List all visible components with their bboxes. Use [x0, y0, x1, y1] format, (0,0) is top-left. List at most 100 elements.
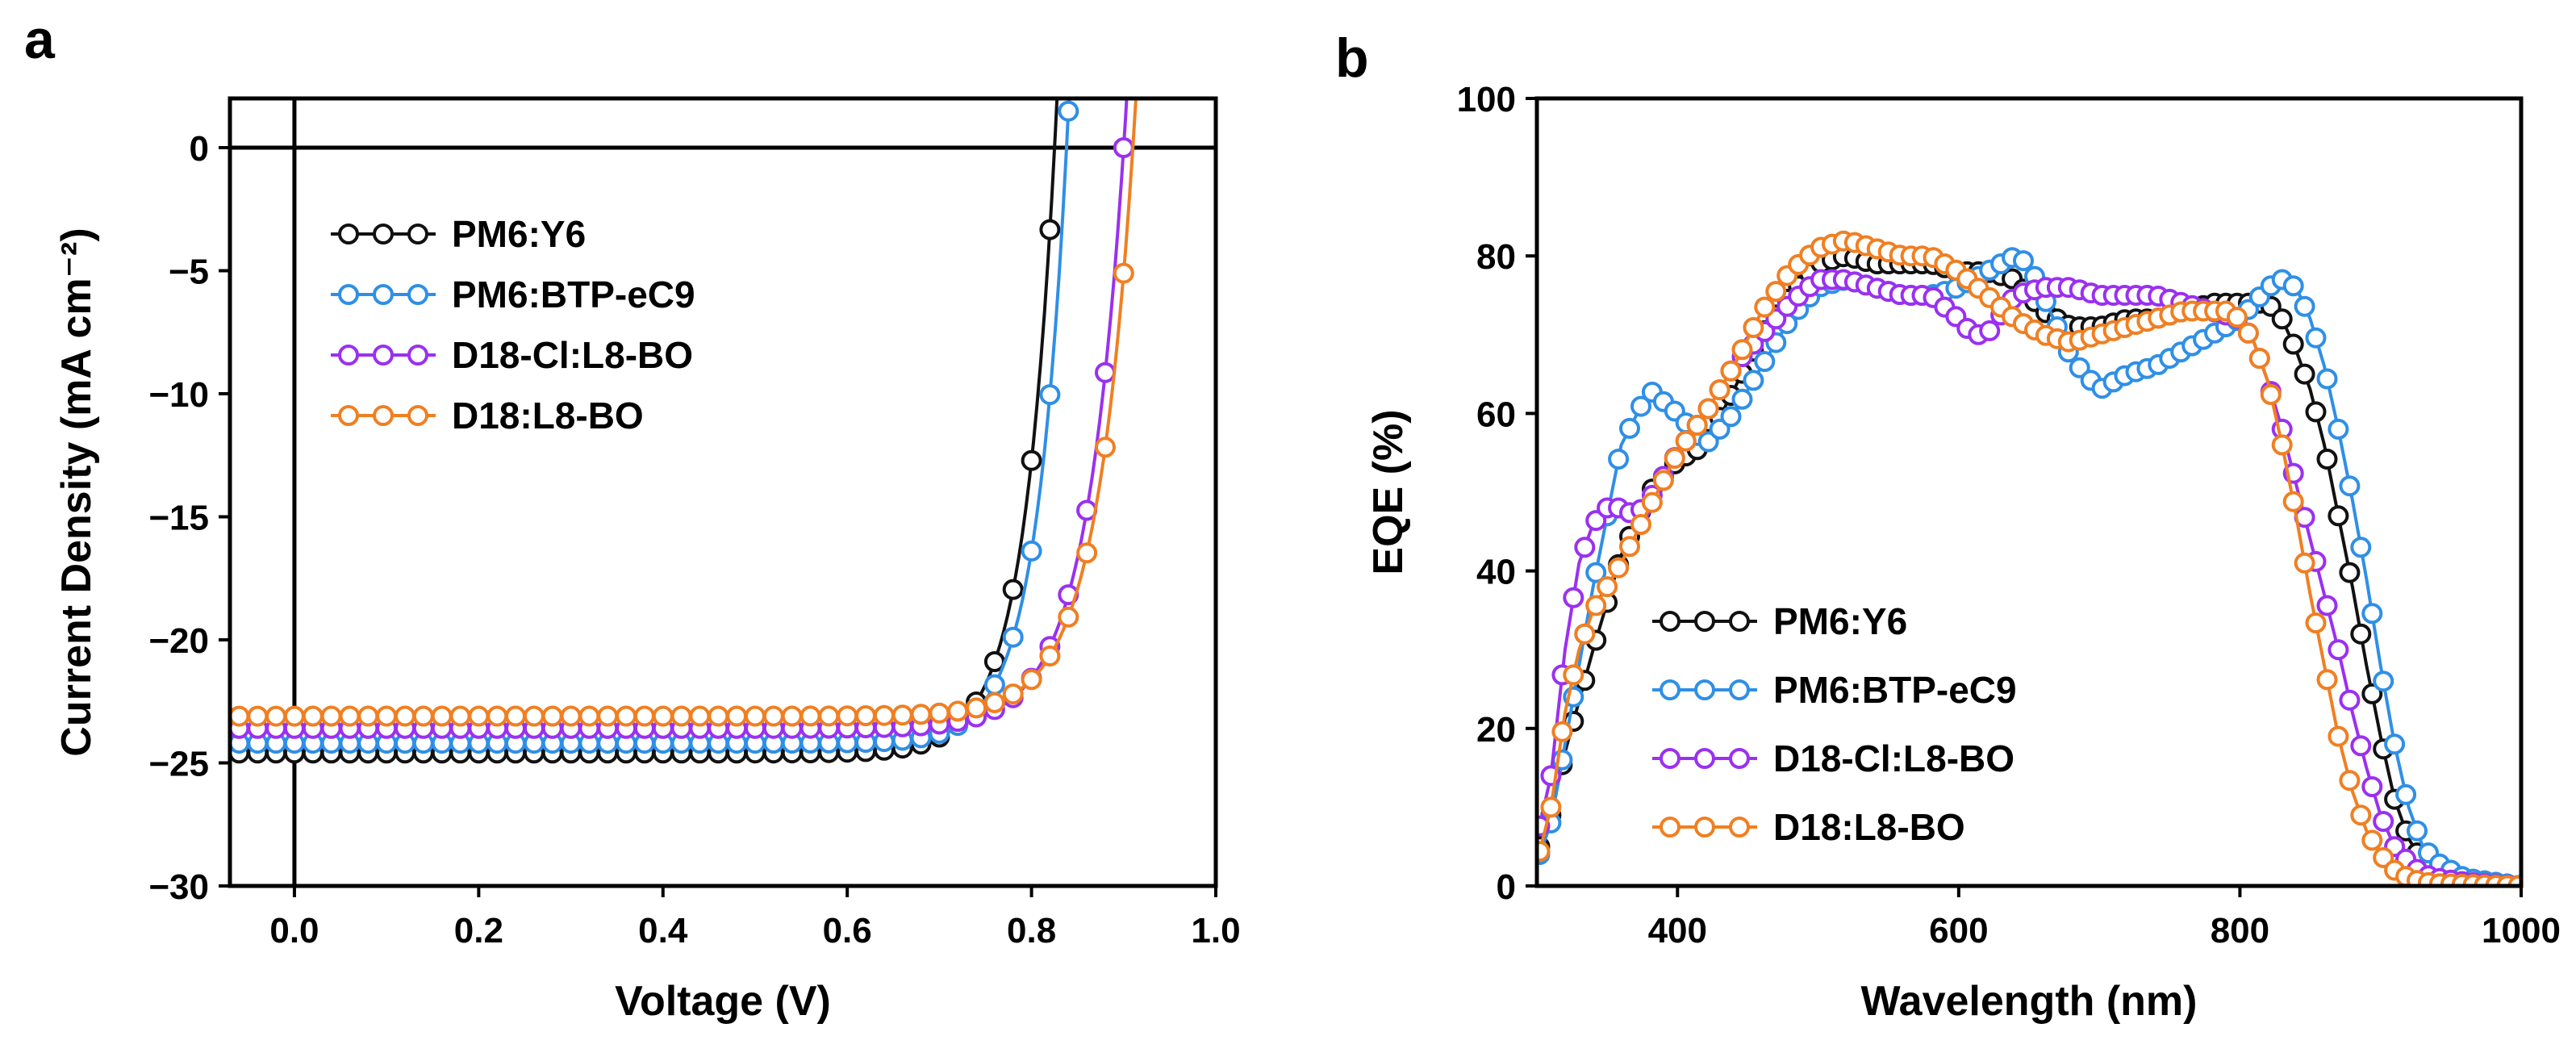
eqe-legend-marker	[1660, 748, 1680, 769]
jv-point-d18-l8-bo-2	[265, 705, 287, 727]
eqe-point-d18-l8-bo-69	[2305, 612, 2327, 633]
eqe-point-d18-l8-bo-63	[2237, 322, 2259, 344]
jv-point-d18-l8-bo-8	[376, 705, 398, 727]
jv-point-d18-l8-bo-10	[412, 705, 434, 727]
jv-y-axis-title: Current Density (mA cm⁻²)	[53, 228, 100, 756]
eqe-point-d18-cl-l8-bo-72	[2339, 689, 2361, 711]
eqe-xtick-label: 400	[1648, 911, 1707, 950]
eqe-point-d18-l8-bo-12	[1664, 448, 1685, 469]
eqe-point-d18-l8-bo-16	[1709, 379, 1731, 401]
eqe-point-d18-l8-bo-68	[2294, 552, 2315, 574]
jv-point-d18-l8-bo-6	[339, 705, 361, 727]
eqe-point-d18-l8-bo-66	[2271, 434, 2293, 456]
eqe-point-d18-l8-bo-8	[1619, 536, 1640, 558]
jv-legend-label-d18-cl-l8-bo: D18-Cl:L8-BO	[452, 334, 693, 376]
jv-ytick-label: −15	[148, 499, 209, 538]
jv-legend-marker	[338, 405, 359, 426]
jv-legend-marker	[373, 224, 394, 244]
eqe-point-d18-l8-bo-73	[2350, 804, 2372, 826]
eqe-point-pm6-y6-74	[2361, 683, 2383, 704]
eqe-point-d18-l8-bo-5	[1585, 595, 1607, 616]
eqe-point-pm6-btp-ec9-9	[1630, 395, 1651, 417]
jv-legend-marker	[373, 345, 394, 366]
jv-legend-marker	[407, 405, 428, 426]
jv-legend-label-pm6-btp-ec9: PM6:BTP-eC9	[452, 274, 695, 315]
jv-point-d18-l8-bo-21	[616, 705, 637, 727]
eqe-point-pm6-btp-ec9-73	[2350, 537, 2372, 558]
jv-point-d18-l8-bo-1	[247, 705, 269, 727]
jv-point-d18-l8-bo-17	[541, 705, 563, 727]
jv-legend-label-d18-l8-bo: D18:L8-BO	[452, 395, 644, 437]
eqe-point-d18-l8-bo-17	[1720, 360, 1742, 382]
eqe-point-d18-cl-l8-bo-75	[2373, 811, 2394, 832]
eqe-point-pm6-y6-68	[2294, 363, 2315, 385]
jv-point-pm6-y6-42	[1002, 579, 1024, 600]
eqe-point-d18-l8-bo-7	[1608, 557, 1630, 579]
eqe-point-d18-cl-l8-bo-70	[2316, 595, 2338, 616]
eqe-point-d18-l8-bo-10	[1641, 491, 1663, 513]
eqe-legend-marker	[1660, 611, 1680, 632]
eqe-ytick-label: 20	[1476, 710, 1516, 750]
eqe-point-pm6-btp-ec9-72	[2339, 475, 2361, 497]
eqe-point-pm6-btp-ec9-17	[1720, 406, 1742, 428]
eqe-point-pm6-btp-ec9-70	[2316, 368, 2338, 390]
eqe-point-pm6-btp-ec9-5	[1585, 562, 1607, 583]
eqe-point-d18-cl-l8-bo-73	[2350, 735, 2372, 757]
eqe-point-d18-l8-bo-71	[2328, 725, 2349, 747]
jv-point-pm6-btp-ec9-44	[1039, 384, 1061, 406]
jv-point-pm6-y6-44	[1039, 219, 1061, 240]
eqe-point-pm6-btp-ec9-74	[2361, 603, 2383, 625]
jv-legend-marker	[407, 224, 428, 244]
jv-point-d18-l8-bo-12	[449, 705, 471, 727]
eqe-legend-label-pm6-y6: PM6:Y6	[1773, 600, 1907, 642]
eqe-point-pm6-y6-73	[2350, 623, 2372, 645]
jv-series-pm6-y6	[230, 98, 1059, 755]
jv-point-d18-l8-bo-36	[891, 704, 913, 726]
eqe-point-d18-l8-bo-1	[1540, 796, 1562, 818]
eqe-point-d18-l8-bo-64	[2248, 348, 2270, 370]
jv-ytick-label: 0	[190, 129, 209, 169]
eqe-point-pm6-btp-ec9-75	[2373, 671, 2394, 692]
jv-point-d18-l8-bo-7	[357, 705, 379, 727]
panel-b-letter: b	[1335, 27, 1369, 89]
jv-point-d18-l8-bo-27	[726, 705, 748, 727]
jv-point-pm6-btp-ec9-43	[1021, 540, 1042, 562]
jv-point-d18-l8-bo-35	[873, 704, 895, 726]
panel-a-letter: a	[24, 9, 56, 70]
eqe-point-d18-l8-bo-62	[2226, 307, 2248, 328]
jv-ytick-label: −30	[148, 867, 209, 907]
jv-point-d18-l8-bo-40	[966, 697, 987, 719]
eqe-x-axis-title: Wavelength (nm)	[1861, 978, 2198, 1025]
jv-point-d18-l8-bo-37	[910, 704, 932, 725]
eqe-legend-marker	[1729, 817, 1750, 838]
jv-legend-marker	[338, 224, 359, 244]
eqe-point-pm6-btp-ec9-8	[1619, 417, 1640, 439]
jv-point-d18-l8-bo-14	[486, 705, 508, 727]
jv-point-d18-l8-bo-3	[283, 705, 305, 727]
jv-point-d18-l8-bo-13	[468, 705, 490, 727]
jv-point-pm6-btp-ec9-41	[983, 674, 1005, 696]
eqe-point-pm6-y6-67	[2282, 333, 2304, 355]
eqe-point-pm6-btp-ec9-18	[1731, 388, 1753, 410]
eqe-point-d18-l8-bo-13	[1675, 430, 1697, 452]
jv-xtick-label: 0.2	[454, 911, 503, 950]
eqe-point-d18-cl-l8-bo-4	[1574, 537, 1596, 558]
eqe-y-axis-title: EQE (%)	[1365, 409, 1412, 574]
eqe-legend-marker	[1660, 679, 1680, 700]
eqe-legend-marker	[1694, 817, 1715, 838]
jv-x-axis-title: Voltage (V)	[615, 978, 831, 1025]
eqe-legend-marker	[1660, 817, 1680, 838]
jv-point-d18-l8-bo-38	[929, 702, 950, 724]
jv-point-d18-l8-bo-20	[597, 705, 619, 727]
eqe-point-pm6-btp-ec9-78	[2407, 820, 2428, 842]
eqe-point-d18-l8-bo-75	[2373, 846, 2394, 868]
jv-point-d18-cl-l8-bo-48	[1113, 137, 1134, 158]
eqe-point-d18-l8-bo-18	[1731, 339, 1753, 361]
jv-point-d18-l8-bo-30	[781, 705, 803, 727]
jv-point-d18-l8-bo-39	[947, 700, 969, 722]
jv-point-d18-l8-bo-34	[855, 705, 876, 726]
eqe-point-pm6-btp-ec9-15	[1697, 431, 1719, 453]
jv-point-d18-l8-bo-15	[505, 705, 526, 727]
eqe-point-pm6-btp-ec9-71	[2328, 418, 2349, 440]
jv-point-pm6-btp-ec9-42	[1002, 626, 1024, 648]
